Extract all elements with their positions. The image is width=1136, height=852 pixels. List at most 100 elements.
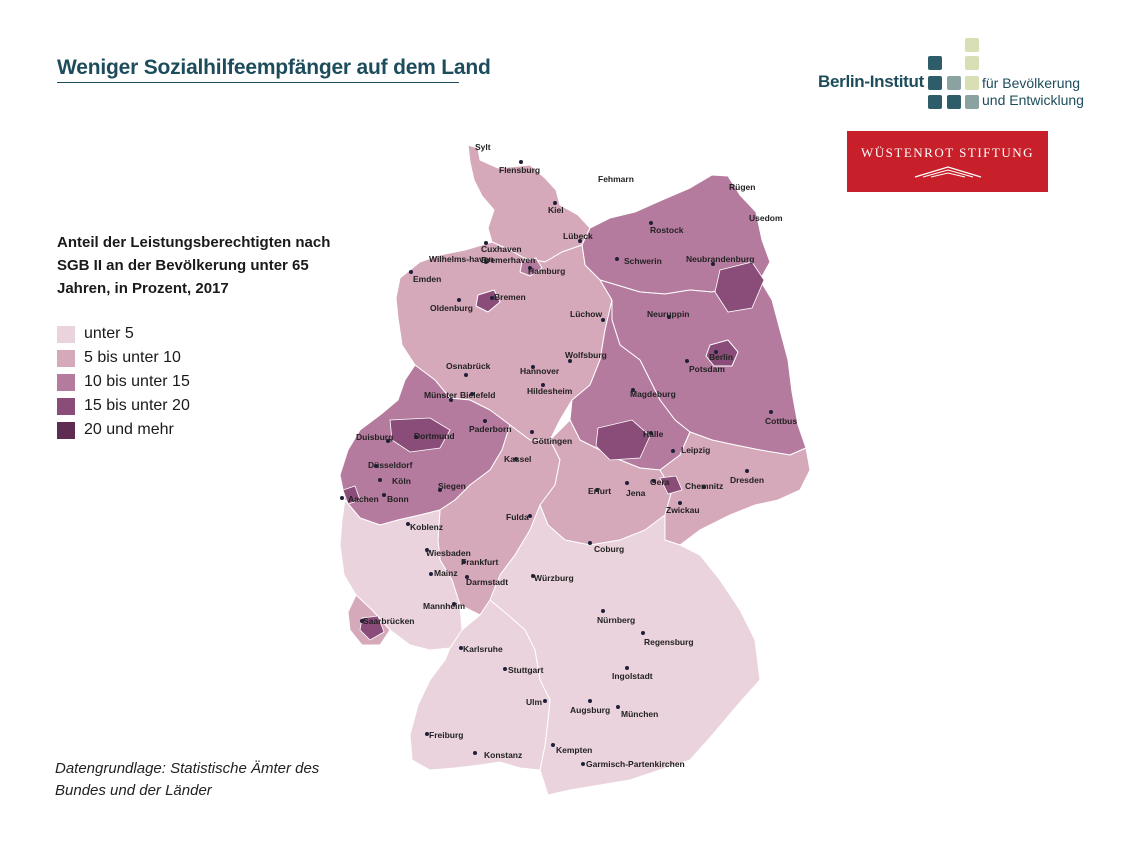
legend-label: unter 5 (84, 325, 134, 342)
city-label: Halle (643, 429, 664, 439)
city-label: Regensburg (644, 637, 694, 647)
city-label: Cottbus (765, 416, 797, 426)
city-label: Fehmarn (598, 174, 634, 184)
city-label: Magdeburg (630, 389, 676, 399)
city-label: Bonn (387, 494, 409, 504)
city-label: Zwickau (666, 505, 700, 515)
hotspot-aachen[interactable] (342, 485, 361, 505)
city-label: Bielefeld (460, 390, 495, 400)
city-label: Potsdam (689, 364, 725, 374)
city-label: Hannover (520, 366, 560, 376)
region-berlin[interactable] (705, 339, 739, 367)
logo-square (928, 76, 942, 90)
city-label: Osnabrück (446, 361, 491, 371)
city-label: Würzburg (534, 573, 574, 583)
city-label: Bremerhaven (481, 255, 535, 265)
title-underline (57, 82, 459, 83)
city-label: Münster (424, 390, 458, 400)
berlin-institut-logo: Berlin-Institut für Bevölkerung und Entw… (818, 38, 1098, 116)
city-label: Neuruppin (647, 309, 690, 319)
city-label: Stuttgart (508, 665, 544, 675)
city-label: Freiburg (429, 730, 463, 740)
city-label: Kassel (504, 454, 531, 464)
city-label: Rostock (650, 225, 684, 235)
hotspot-gera[interactable] (659, 475, 683, 495)
city-label: Aachen (348, 494, 379, 504)
hotspot-vorpommern[interactable] (714, 261, 765, 313)
city-label: Garmisch-Partenkirchen (586, 759, 685, 769)
legend-item: 15 bis unter 20 (57, 394, 190, 418)
city-label: Oldenburg (430, 303, 473, 313)
logo-square (928, 95, 942, 109)
city-label: Schwerin (624, 256, 662, 266)
city-label: Göttingen (532, 436, 572, 446)
legend-swatch (57, 373, 75, 391)
legend-label: 10 bis unter 15 (84, 373, 190, 390)
legend-item: 20 und mehr (57, 418, 190, 442)
city-label: Konstanz (484, 750, 522, 760)
legend-item: 5 bis unter 10 (57, 346, 190, 370)
legend-swatch (57, 397, 75, 415)
city-label: Köln (392, 476, 411, 486)
city-label: Cuxhaven (481, 244, 522, 254)
wuestenrot-name: WÜSTENROT STIFTUNG (860, 145, 1034, 160)
page-title: Weniger Sozialhilfeempfänger auf dem Lan… (57, 56, 491, 79)
logo-square (965, 56, 979, 70)
legend-title: Anteil der Leistungsberechtigten nach SG… (57, 234, 331, 297)
wuestenrot-logo: WÜSTENROT STIFTUNG (847, 131, 1048, 192)
city-label: Erfurt (588, 486, 611, 496)
city-label: Rügen (729, 182, 755, 192)
data-source: Datengrundlage: Statistische Ämter des B… (55, 760, 320, 799)
logo-square (928, 56, 942, 70)
city-label: Paderborn (469, 424, 512, 434)
hotspot-saarland[interactable] (359, 615, 385, 641)
city-label: Karlsruhe (463, 644, 503, 654)
city-label: Chemnitz (685, 481, 723, 491)
city-label: Dortmund (414, 431, 455, 441)
region-baden-wuerttemberg[interactable] (409, 599, 551, 771)
legend-swatch (57, 325, 75, 343)
roof-icon (914, 166, 982, 178)
city-label: Berlin (709, 352, 733, 362)
city-label: Nürnberg (597, 615, 635, 625)
logo-square (947, 76, 961, 90)
city-label: Leipzig (681, 445, 710, 455)
berlin-institut-name: Berlin-Institut (818, 72, 924, 91)
hotspot-ruhr[interactable] (389, 417, 451, 453)
city-label: Siegen (438, 481, 466, 491)
city-label: Ingolstadt (612, 671, 653, 681)
legend-item: 10 bis unter 15 (57, 370, 190, 394)
city-label: Düsseldorf (368, 460, 413, 470)
legend: unter 5 5 bis unter 10 10 bis unter 15 1… (57, 322, 190, 442)
city-label: Dresden (730, 475, 764, 485)
city-label: Bremen (494, 292, 526, 302)
legend-label: 20 und mehr (84, 421, 174, 438)
legend-item: unter 5 (57, 322, 190, 346)
city-label: Fulda (506, 512, 529, 522)
logo-square (965, 95, 979, 109)
legend-swatch (57, 421, 75, 439)
city-label: Neubrandenburg (686, 254, 754, 264)
city-label: Frankfurt (461, 557, 498, 567)
city-label: Kempten (556, 745, 592, 755)
region-bremen[interactable] (475, 289, 501, 313)
logo-square (965, 76, 979, 90)
city-label: Saarbrücken (363, 616, 415, 626)
city-label: Lüchow (570, 309, 602, 319)
city-label: Gera (650, 477, 670, 487)
city-label: Usedom (749, 213, 783, 223)
hotspot-halle[interactable] (595, 419, 651, 461)
legend-swatch (57, 349, 75, 367)
city-label: Hildesheim (527, 386, 573, 396)
city-label: Mainz (434, 568, 458, 578)
city-label: Emden (413, 274, 441, 284)
logo-square (947, 95, 961, 109)
city-label: Flensburg (499, 165, 540, 175)
berlin-institut-subtitle-2: und Entwicklung (982, 92, 1084, 108)
city-label: Ulm (526, 697, 543, 707)
legend-label: 5 bis unter 10 (84, 349, 181, 366)
city-label: Mannheim (423, 601, 465, 611)
berlin-institut-subtitle-1: für Bevölkerung (982, 75, 1081, 91)
city-label: Jena (626, 488, 646, 498)
